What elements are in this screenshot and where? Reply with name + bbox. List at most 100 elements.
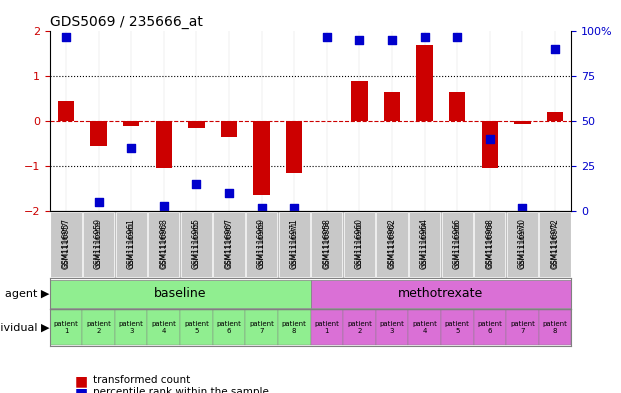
FancyBboxPatch shape [506, 310, 539, 345]
FancyBboxPatch shape [279, 213, 310, 277]
Bar [82, 31, 115, 211]
FancyBboxPatch shape [245, 310, 278, 345]
Text: GSM1116957: GSM1116957 [63, 221, 69, 268]
Point [159, 202, 169, 209]
Text: GSM1116961: GSM1116961 [128, 221, 134, 268]
FancyBboxPatch shape [409, 213, 440, 277]
Text: GSM1116967: GSM1116967 [225, 218, 233, 269]
Text: GDS5069 / 235666_at: GDS5069 / 235666_at [50, 15, 202, 29]
Text: patient
8: patient 8 [543, 321, 568, 334]
Text: GSM1116959: GSM1116959 [96, 221, 102, 268]
Point [289, 204, 299, 211]
Point [550, 46, 560, 53]
Bar [482, 121, 498, 169]
Text: patient
4: patient 4 [152, 321, 176, 334]
Bar [384, 92, 400, 121]
Bar [253, 121, 270, 195]
Bar [351, 81, 368, 121]
FancyBboxPatch shape [278, 310, 310, 345]
Bar [91, 121, 107, 146]
Bar [115, 31, 148, 211]
FancyBboxPatch shape [83, 213, 114, 277]
Point [485, 136, 495, 142]
Text: GSM1116960: GSM1116960 [356, 221, 363, 268]
Text: GSM1116965: GSM1116965 [193, 221, 199, 268]
FancyBboxPatch shape [310, 310, 343, 345]
Text: patient
8: patient 8 [282, 321, 307, 334]
FancyBboxPatch shape [442, 213, 473, 277]
FancyBboxPatch shape [246, 213, 277, 277]
Text: GSM1116968: GSM1116968 [486, 218, 494, 269]
Text: GSM1116967: GSM1116967 [226, 221, 232, 268]
Text: GSM1116960: GSM1116960 [355, 218, 364, 269]
Point [387, 37, 397, 44]
FancyBboxPatch shape [82, 310, 115, 345]
FancyBboxPatch shape [50, 280, 310, 308]
Point [94, 199, 104, 205]
Text: GSM1116957: GSM1116957 [61, 218, 70, 269]
FancyBboxPatch shape [376, 310, 409, 345]
FancyBboxPatch shape [116, 213, 147, 277]
Text: patient
5: patient 5 [184, 321, 209, 334]
Bar [148, 31, 180, 211]
FancyBboxPatch shape [539, 310, 571, 345]
Bar [221, 121, 237, 137]
FancyBboxPatch shape [474, 213, 505, 277]
Bar [417, 45, 433, 121]
Point [256, 204, 266, 211]
FancyBboxPatch shape [214, 213, 245, 277]
Text: GSM1116965: GSM1116965 [192, 218, 201, 269]
Text: GSM1116964: GSM1116964 [422, 221, 428, 268]
Bar [514, 121, 530, 123]
Text: GSM1116959: GSM1116959 [94, 218, 103, 269]
Point [191, 181, 201, 187]
Text: GSM1116966: GSM1116966 [454, 221, 460, 268]
Point [126, 145, 136, 151]
Text: ■: ■ [75, 386, 88, 393]
Text: baseline: baseline [154, 287, 206, 300]
Text: patient
7: patient 7 [249, 321, 274, 334]
Text: GSM1116970: GSM1116970 [518, 218, 527, 269]
Bar [156, 121, 172, 169]
FancyBboxPatch shape [376, 213, 407, 277]
Text: GSM1116972: GSM1116972 [552, 221, 558, 268]
FancyBboxPatch shape [115, 310, 148, 345]
Text: patient
2: patient 2 [347, 321, 372, 334]
Bar [278, 31, 310, 211]
Text: GSM1116969: GSM1116969 [258, 221, 265, 268]
Text: GSM1116962: GSM1116962 [388, 218, 396, 269]
Point [517, 204, 527, 211]
Point [452, 34, 462, 40]
FancyBboxPatch shape [507, 213, 538, 277]
FancyBboxPatch shape [474, 310, 506, 345]
Text: ■: ■ [75, 374, 88, 388]
Text: agent ▶: agent ▶ [6, 289, 50, 299]
Bar [547, 112, 563, 121]
Text: methotrexate: methotrexate [398, 287, 484, 300]
Bar [180, 31, 213, 211]
FancyBboxPatch shape [50, 310, 82, 345]
Text: patient
2: patient 2 [86, 321, 111, 334]
Point [322, 34, 332, 40]
FancyBboxPatch shape [148, 213, 179, 277]
Text: GSM1116963: GSM1116963 [160, 218, 168, 269]
Bar [123, 121, 139, 126]
FancyBboxPatch shape [50, 213, 81, 277]
Point [224, 190, 234, 196]
Text: patient
4: patient 4 [412, 321, 437, 334]
Bar [286, 121, 302, 173]
Text: patient
5: patient 5 [445, 321, 469, 334]
Bar [58, 101, 74, 121]
Text: GSM1116971: GSM1116971 [290, 218, 299, 269]
FancyBboxPatch shape [148, 310, 180, 345]
Text: patient
7: patient 7 [510, 321, 535, 334]
Bar [188, 121, 204, 128]
Point [61, 34, 71, 40]
Bar [213, 31, 245, 211]
FancyBboxPatch shape [441, 310, 474, 345]
Text: patient
3: patient 3 [119, 321, 143, 334]
Text: GSM1116963: GSM1116963 [161, 221, 167, 268]
FancyBboxPatch shape [343, 310, 376, 345]
Text: GSM1116966: GSM1116966 [453, 218, 461, 269]
FancyBboxPatch shape [180, 310, 213, 345]
